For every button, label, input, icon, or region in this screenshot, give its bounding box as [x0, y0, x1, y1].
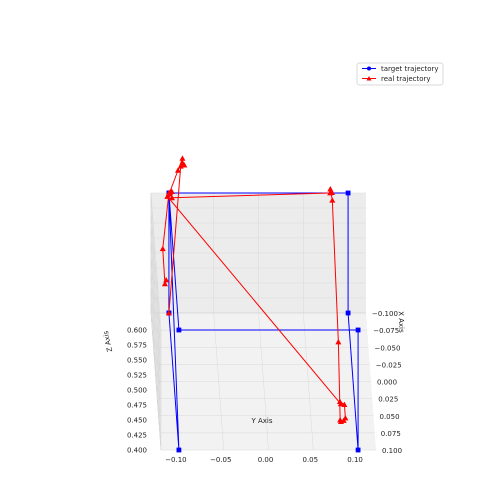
z-tick-label: 0.400 — [127, 447, 147, 455]
chart-panes — [150, 193, 376, 451]
x-tick-label: 0.050 — [380, 413, 400, 421]
series-layer — [159, 155, 361, 453]
legend-frame — [356, 62, 444, 86]
legend-marker-target — [367, 66, 371, 71]
legend-label-real: real trajectory — [381, 75, 431, 83]
tick-labels: −0.10 −0.05 0.00 0.05 0.10 −0.100 −0.075 −0.050… — [127, 310, 402, 464]
z-tick-label: 0.500 — [127, 387, 147, 395]
y-tick-label: 0.05 — [302, 456, 318, 464]
data-point-marker — [176, 447, 182, 453]
x-axis-label: X Axis — [397, 311, 406, 333]
series-real-trajectory — [159, 155, 349, 425]
data-point-marker — [168, 188, 175, 194]
data-point-marker — [355, 447, 361, 453]
data-point-marker — [337, 400, 344, 407]
legend-marker-real — [366, 76, 372, 81]
y-tick-label: 0.00 — [258, 456, 274, 464]
grid-line — [150, 222, 162, 361]
series-line — [168, 192, 359, 451]
x-tick-label: −0.025 — [376, 361, 402, 369]
z-tick-label: 0.475 — [127, 402, 147, 410]
x-tick-label: −0.075 — [373, 327, 399, 335]
data-point-marker — [329, 189, 336, 195]
z-tick-label: 0.425 — [127, 432, 147, 440]
data-point-marker — [335, 339, 342, 345]
y-axis-label: Y Axis — [250, 417, 272, 425]
data-point-marker — [166, 190, 173, 197]
data-point-marker — [161, 280, 168, 287]
data-point-marker — [163, 277, 170, 283]
data-point-marker — [327, 186, 334, 192]
data-point-marker — [165, 310, 172, 316]
z-tick-label: 0.575 — [127, 342, 147, 350]
grid-line — [150, 192, 162, 331]
grid-line — [150, 297, 162, 436]
data-point-marker — [345, 190, 351, 196]
z-tick-label: 0.450 — [127, 417, 147, 425]
y-tick-label: 0.10 — [347, 456, 363, 464]
grid-line — [150, 312, 162, 451]
x-tick-label: 0.075 — [381, 430, 401, 438]
y-tick-label: −0.10 — [165, 456, 186, 464]
data-point-marker — [177, 163, 184, 169]
x-tick-label: −0.100 — [372, 310, 398, 318]
z-tick-label: 0.525 — [127, 372, 147, 380]
grid-line — [150, 207, 162, 346]
data-point-marker — [181, 162, 188, 168]
data-point-marker — [176, 327, 182, 333]
x-tick-label: 0.000 — [377, 379, 397, 387]
x-tick-label: 0.025 — [378, 396, 398, 404]
x-tick-label: 0.100 — [382, 447, 402, 455]
z-axis-label: Z Axis — [102, 330, 114, 353]
z-tick-label: 0.600 — [127, 327, 147, 335]
legend: target trajectory real trajectory — [356, 62, 444, 86]
grid-lines — [150, 192, 376, 451]
data-point-marker — [355, 327, 361, 333]
data-point-marker — [342, 414, 349, 421]
data-point-marker — [345, 310, 351, 316]
grid-line — [150, 282, 162, 421]
grid-line — [150, 252, 162, 391]
data-point-marker — [159, 245, 166, 252]
x-tick-label: −0.050 — [375, 344, 401, 352]
legend-label-target: target trajectory — [381, 65, 439, 73]
data-point-marker — [329, 197, 336, 203]
data-point-marker — [174, 167, 181, 173]
data-point-marker — [179, 155, 186, 161]
z-tick-label: 0.550 — [127, 357, 147, 365]
grid-line — [150, 237, 162, 376]
y-tick-label: −0.05 — [210, 456, 231, 464]
data-point-marker — [168, 194, 175, 201]
grid-line — [150, 267, 162, 406]
